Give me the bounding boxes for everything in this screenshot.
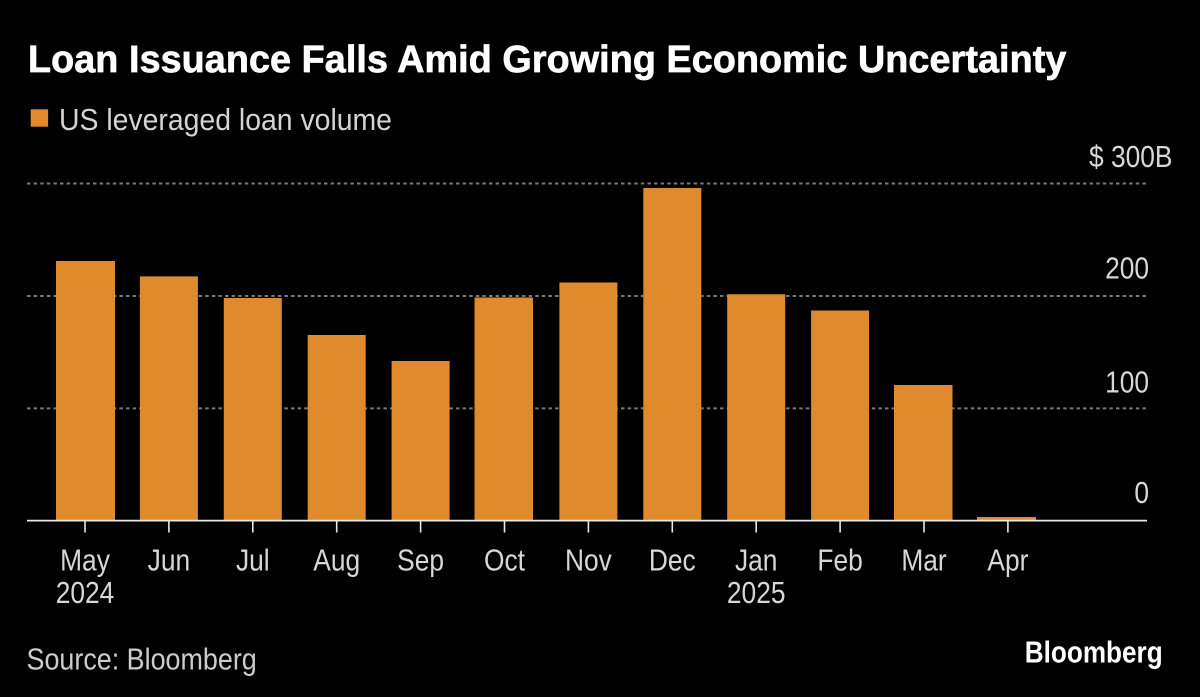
svg-text:Loan Issuance Falls Amid Growi: Loan Issuance Falls Amid Growing Economi… xyxy=(28,38,1066,80)
svg-text:$ 300B: $ 300B xyxy=(1089,140,1172,174)
svg-text:Dec: Dec xyxy=(649,544,696,578)
svg-text:Sep: Sep xyxy=(397,544,444,578)
svg-text:Mar: Mar xyxy=(901,544,947,578)
svg-text:Feb: Feb xyxy=(817,544,862,578)
svg-text:100: 100 xyxy=(1105,366,1149,400)
svg-text:0: 0 xyxy=(1134,476,1149,510)
svg-text:May: May xyxy=(60,544,110,578)
svg-text:Jan: Jan xyxy=(735,544,777,578)
svg-text:US leveraged loan volume: US leveraged loan volume xyxy=(59,103,392,137)
svg-text:2024: 2024 xyxy=(56,576,115,610)
svg-text:Jun: Jun xyxy=(148,544,190,578)
svg-text:Aug: Aug xyxy=(313,544,360,578)
svg-text:Source: Bloomberg: Source: Bloomberg xyxy=(27,643,257,677)
svg-text:2025: 2025 xyxy=(727,576,786,610)
svg-text:200: 200 xyxy=(1105,252,1149,286)
svg-text:Nov: Nov xyxy=(565,544,612,578)
svg-text:Oct: Oct xyxy=(484,544,525,578)
svg-text:Apr: Apr xyxy=(987,544,1028,578)
svg-text:Jul: Jul xyxy=(236,544,270,578)
svg-text:Bloomberg: Bloomberg xyxy=(1025,636,1163,671)
